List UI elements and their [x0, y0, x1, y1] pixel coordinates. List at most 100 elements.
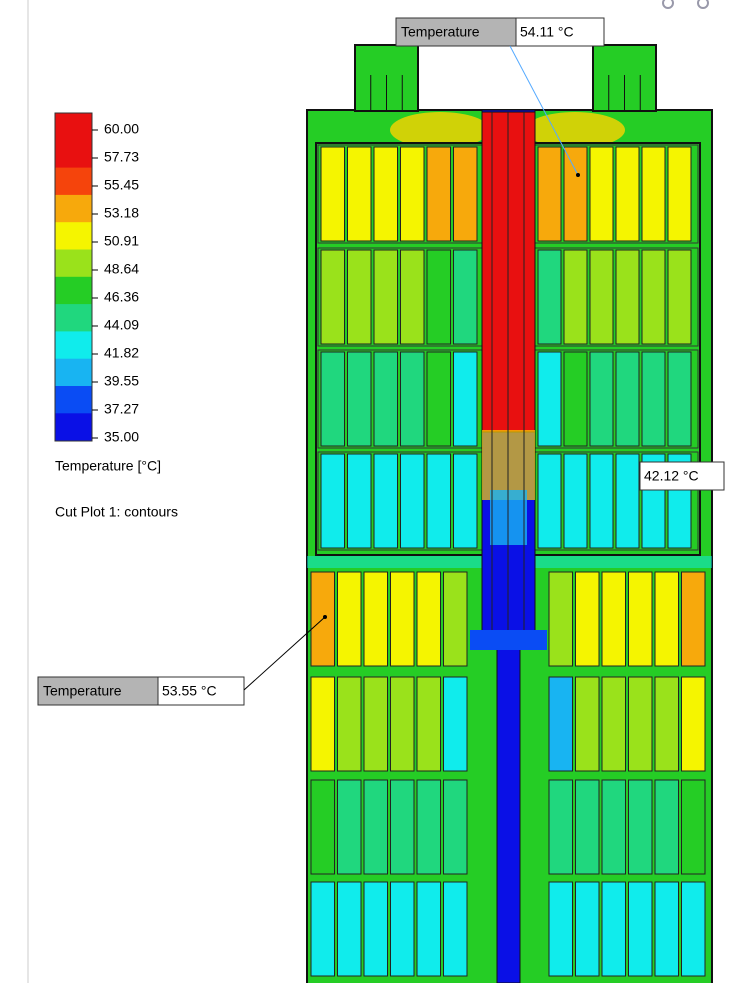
- cell: [401, 147, 425, 241]
- cell: [576, 572, 600, 666]
- cell: [549, 780, 573, 874]
- legend-swatch: [55, 195, 92, 223]
- cell: [427, 250, 451, 344]
- cell: [391, 882, 415, 976]
- legend-swatch: [55, 277, 92, 305]
- cell: [348, 352, 372, 446]
- cell: [444, 677, 468, 771]
- cell: [590, 250, 613, 344]
- cell: [364, 677, 388, 771]
- cell: [364, 882, 388, 976]
- legend-label: 50.91: [104, 233, 139, 249]
- cell: [616, 454, 639, 548]
- cell: [321, 147, 345, 241]
- legend-label: 60.00: [104, 121, 139, 137]
- cell: [374, 352, 398, 446]
- legend-swatch: [55, 359, 92, 387]
- cell: [427, 352, 451, 446]
- legend-swatch: [55, 113, 92, 141]
- probe-value: 53.55 °C: [162, 683, 217, 699]
- cell: [538, 250, 561, 344]
- cell: [642, 352, 665, 446]
- cell: [364, 780, 388, 874]
- legend-swatch: [55, 304, 92, 332]
- legend-swatch: [55, 250, 92, 278]
- cell: [391, 572, 415, 666]
- cell: [374, 454, 398, 548]
- legend: 60.0057.7355.4553.1850.9148.6446.3644.09…: [55, 113, 139, 445]
- cell: [549, 572, 573, 666]
- cell: [590, 454, 613, 548]
- probe-value: 42.12 °C: [644, 468, 699, 484]
- cell: [374, 250, 398, 344]
- legend-label: 55.45: [104, 177, 139, 193]
- legend-label: 41.82: [104, 345, 139, 361]
- cell: [348, 250, 372, 344]
- cell: [682, 882, 706, 976]
- cell: [576, 780, 600, 874]
- cell: [602, 677, 626, 771]
- zoom-icon[interactable]: [663, 0, 673, 8]
- cell: [564, 250, 587, 344]
- cell: [311, 780, 335, 874]
- legend-swatch: [55, 222, 92, 250]
- cell: [564, 147, 587, 241]
- zoom-icon[interactable]: [698, 0, 708, 8]
- cell: [427, 147, 451, 241]
- probe-value: 54.11 °C: [520, 24, 574, 40]
- cell: [629, 780, 653, 874]
- cell: [668, 352, 691, 446]
- legend-swatch: [55, 331, 92, 359]
- legend-swatch: [55, 386, 92, 414]
- cell: [311, 677, 335, 771]
- cell: [311, 882, 335, 976]
- cell: [590, 147, 613, 241]
- cell: [374, 147, 398, 241]
- cell: [338, 572, 362, 666]
- legend-title: Temperature [°C]: [55, 458, 161, 474]
- cell: [444, 882, 468, 976]
- cell: [602, 572, 626, 666]
- cell: [417, 882, 441, 976]
- cell: [616, 250, 639, 344]
- cell: [444, 780, 468, 874]
- cell: [629, 882, 653, 976]
- cell: [590, 352, 613, 446]
- legend-swatch: [55, 140, 92, 168]
- cell: [668, 147, 691, 241]
- cell: [655, 677, 679, 771]
- cell: [629, 677, 653, 771]
- cell: [454, 454, 478, 548]
- cell: [538, 454, 561, 548]
- cell: [348, 147, 372, 241]
- cell: [417, 677, 441, 771]
- cell: [549, 677, 573, 771]
- cell: [602, 780, 626, 874]
- cell: [391, 677, 415, 771]
- cell: [444, 572, 468, 666]
- cell: [655, 882, 679, 976]
- cell: [454, 250, 478, 344]
- cell: [642, 147, 665, 241]
- cell: [391, 780, 415, 874]
- legend-label: 44.09: [104, 317, 139, 333]
- probe-label: Temperature: [401, 24, 480, 40]
- cell: [348, 454, 372, 548]
- probe-label: Temperature: [43, 683, 122, 699]
- cell: [682, 780, 706, 874]
- legend-label: 46.36: [104, 289, 139, 305]
- probe-point: [576, 173, 580, 177]
- cell: [576, 677, 600, 771]
- cell: [401, 352, 425, 446]
- legend-label: 35.00: [104, 429, 139, 445]
- cell: [564, 454, 587, 548]
- cell: [338, 780, 362, 874]
- legend-label: 53.18: [104, 205, 139, 221]
- cell: [338, 882, 362, 976]
- cell: [642, 250, 665, 344]
- viewport: Temperature [°C] Cut Plot 1: contours 60…: [0, 0, 734, 983]
- legend-swatch: [55, 413, 92, 441]
- plot-name: Cut Plot 1: contours: [55, 504, 178, 520]
- cell: [401, 454, 425, 548]
- stem-base: [470, 630, 547, 650]
